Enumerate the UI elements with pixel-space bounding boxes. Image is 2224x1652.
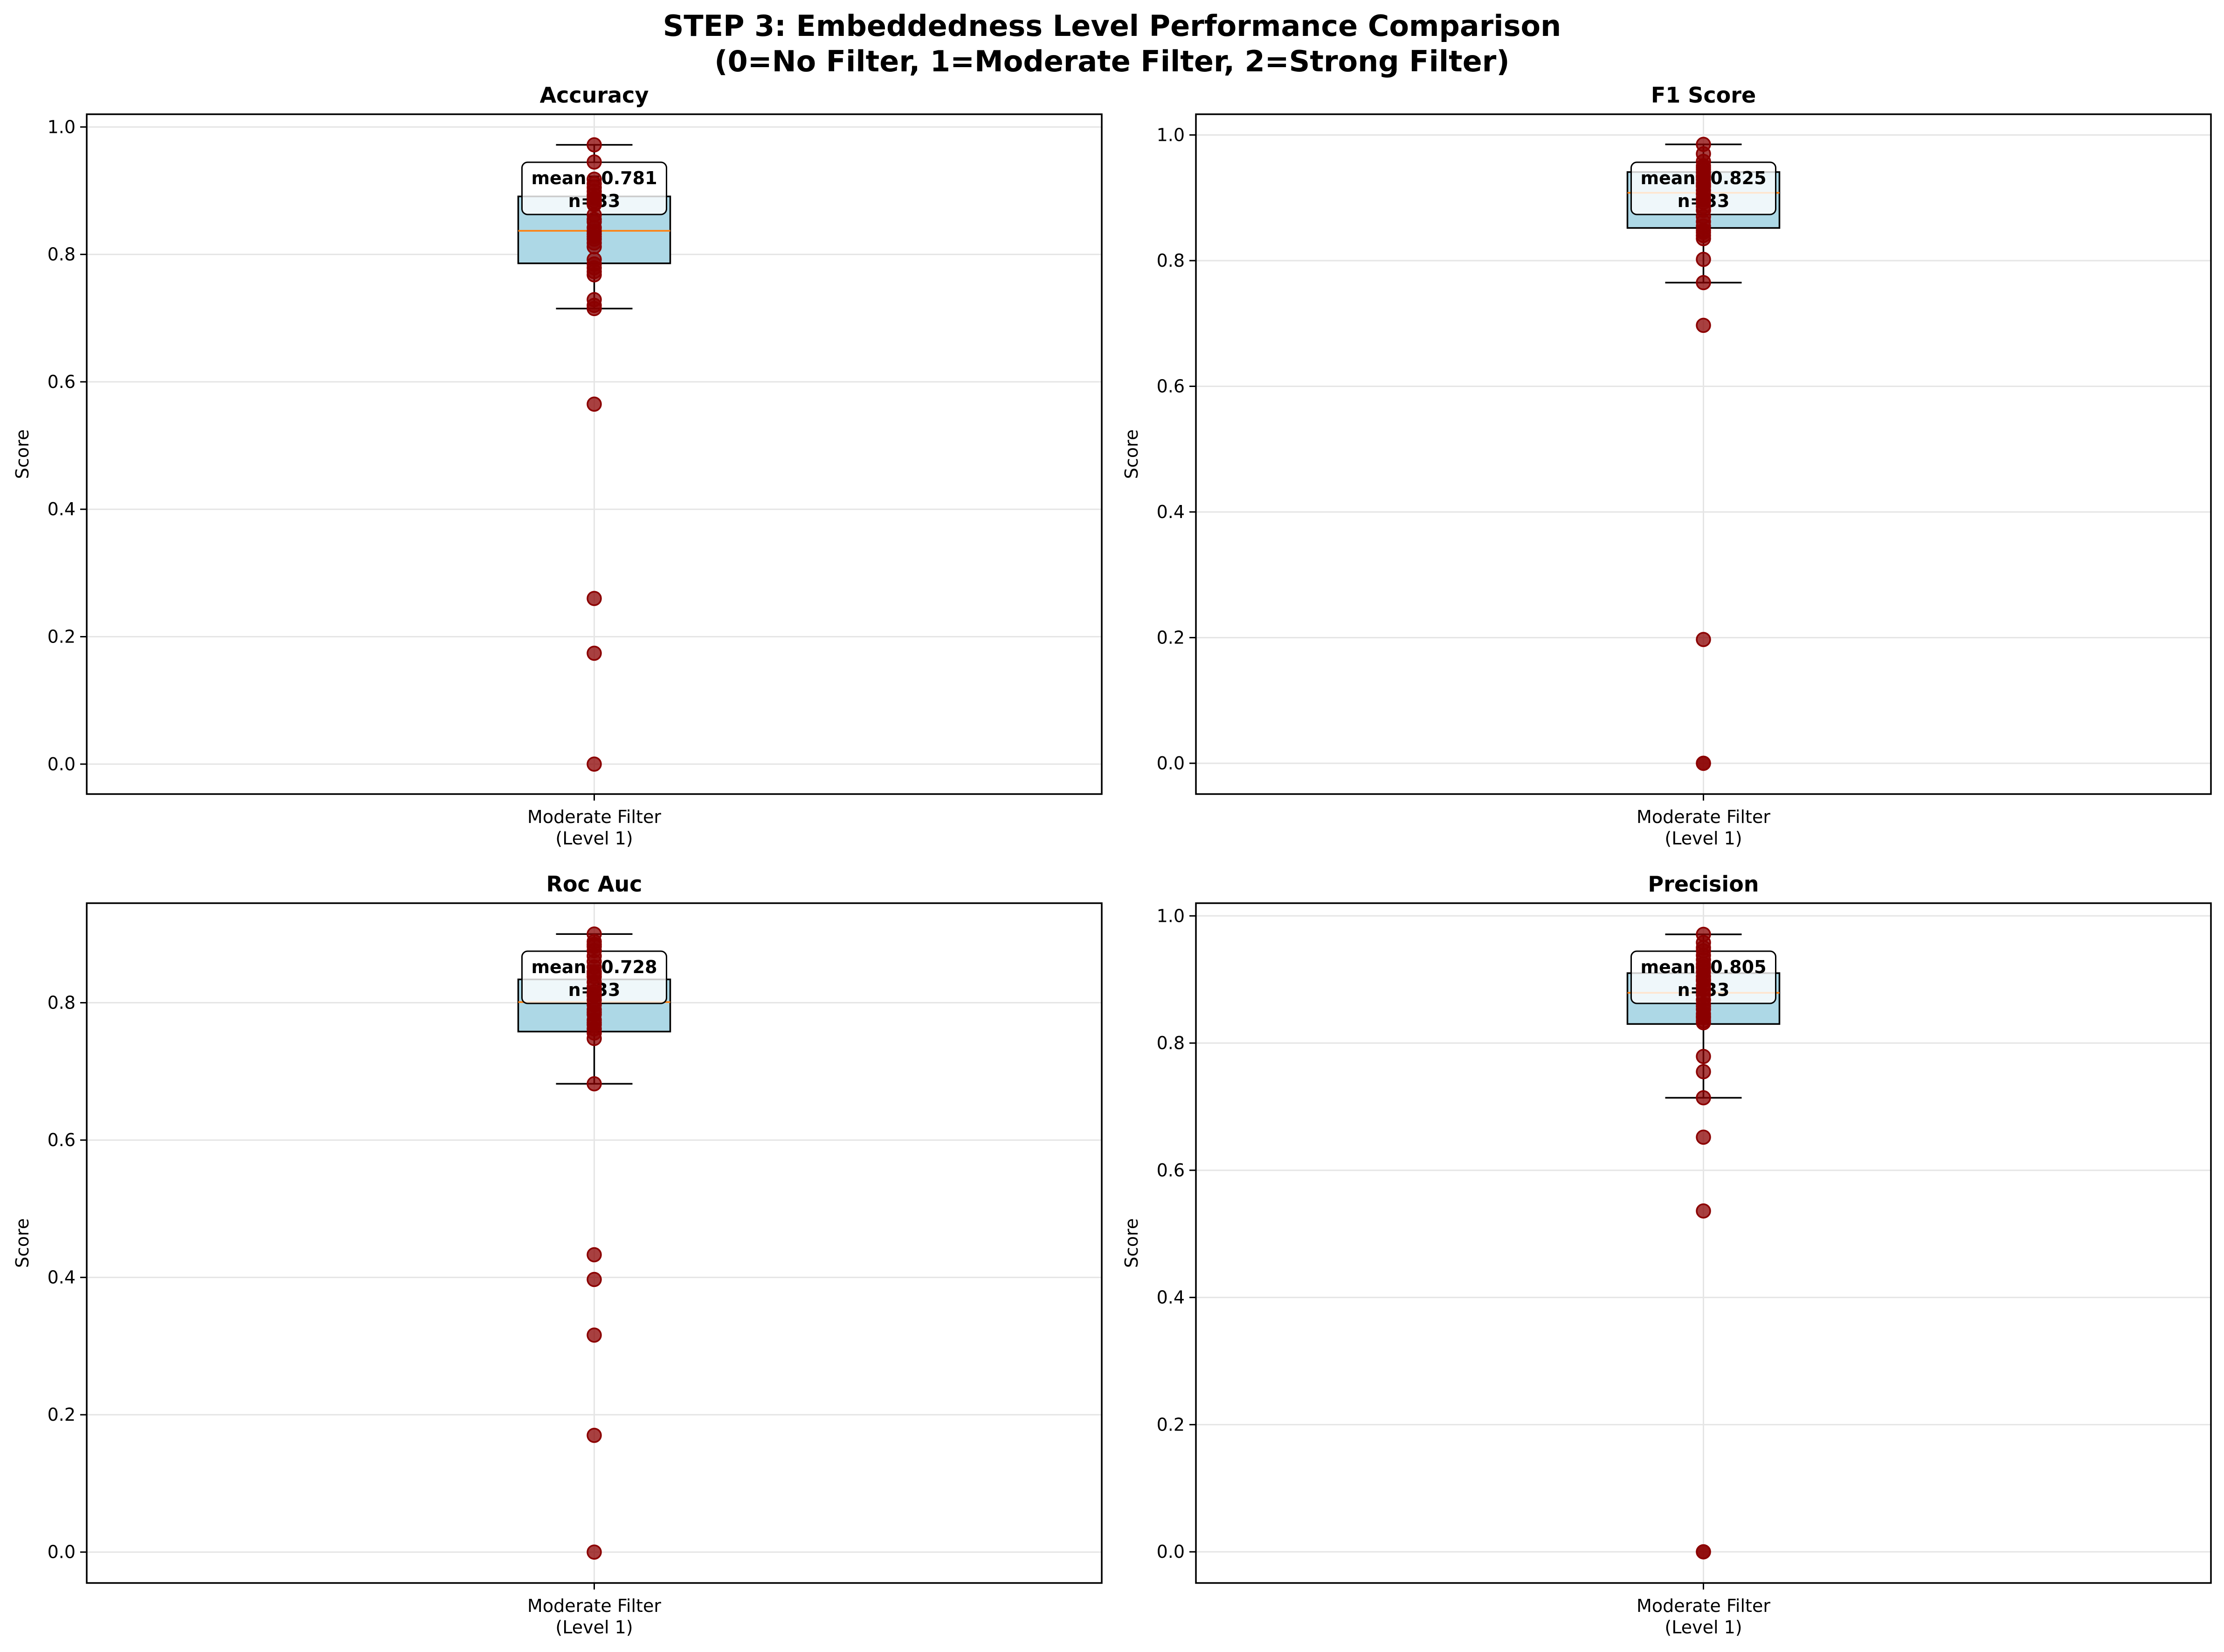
y-tick-label: 0.2 — [48, 626, 76, 647]
subplot-accuracy: mean=0.781n=330.00.20.40.60.81.0Moderate… — [12, 83, 1103, 849]
data-point — [587, 1428, 602, 1443]
x-tick-label: Moderate Filter — [527, 1596, 661, 1616]
y-tick-label: 0.2 — [48, 1404, 76, 1425]
y-tick-label: 0.0 — [48, 754, 76, 774]
data-point — [587, 267, 602, 283]
data-point — [1696, 755, 1711, 771]
x-tick-label: (Level 1) — [555, 1617, 633, 1638]
data-point — [587, 937, 602, 952]
y-tick-label: 0.0 — [1157, 1541, 1185, 1562]
data-point — [1696, 178, 1711, 193]
y-tick-label: 0.0 — [1157, 753, 1185, 774]
x-tick-label: (Level 1) — [555, 828, 633, 849]
data-point — [587, 1544, 602, 1560]
y-tick-label: 0.8 — [48, 993, 76, 1013]
data-point — [587, 396, 602, 412]
data-point — [1696, 959, 1711, 975]
y-tick-label: 0.2 — [1157, 1414, 1185, 1435]
y-tick-label: 0.6 — [1157, 376, 1185, 396]
y-tick-label: 0.0 — [48, 1542, 76, 1562]
data-point — [1696, 940, 1711, 955]
subplot-title: Precision — [1648, 871, 1759, 897]
data-point — [587, 207, 602, 223]
data-point — [587, 987, 602, 1002]
y-axis-label: Score — [1121, 429, 1142, 479]
data-point — [587, 591, 602, 606]
data-point — [587, 1327, 602, 1343]
y-tick-label: 1.0 — [1157, 905, 1185, 926]
data-point — [1696, 252, 1711, 267]
y-axis-label: Score — [12, 1218, 33, 1268]
y-tick-label: 0.4 — [1157, 1287, 1185, 1308]
data-point — [1696, 1049, 1711, 1064]
y-tick-label: 0.4 — [48, 1267, 76, 1288]
y-tick-label: 1.0 — [48, 117, 76, 137]
y-tick-label: 0.8 — [1157, 1033, 1185, 1053]
data-point — [1696, 225, 1711, 240]
data-point — [1696, 981, 1711, 996]
subplot-f1-score: mean=0.825n=330.00.20.40.60.81.0Moderate… — [1121, 83, 2212, 849]
x-tick-label: (Level 1) — [1665, 828, 1742, 849]
y-tick-label: 0.4 — [48, 499, 76, 519]
y-tick-label: 1.0 — [1157, 124, 1185, 145]
data-point — [587, 966, 602, 982]
data-point — [1696, 1090, 1711, 1106]
data-point — [1696, 1129, 1711, 1145]
data-point — [587, 137, 602, 152]
data-point — [1696, 632, 1711, 647]
data-point — [587, 1015, 602, 1030]
x-tick-label: Moderate Filter — [1637, 1596, 1770, 1616]
y-tick-label: 0.6 — [48, 372, 76, 392]
y-tick-label: 0.6 — [48, 1130, 76, 1150]
data-point — [1696, 318, 1711, 333]
data-point — [1696, 1203, 1711, 1219]
data-point — [587, 154, 602, 170]
subplot-title: Roc Auc — [546, 871, 642, 897]
data-point — [587, 301, 602, 317]
y-tick-label: 0.8 — [1157, 250, 1185, 271]
data-point — [587, 239, 602, 255]
data-point — [587, 1076, 602, 1092]
x-tick-label: Moderate Filter — [527, 807, 661, 827]
x-tick-label: Moderate Filter — [1637, 807, 1770, 827]
data-point — [587, 1030, 602, 1046]
data-point — [587, 1272, 602, 1287]
y-tick-label: 0.2 — [1157, 627, 1185, 648]
figure-title-line-2: (0=No Filter, 1=Moderate Filter, 2=Stron… — [714, 44, 1510, 78]
data-point — [587, 645, 602, 661]
data-point — [587, 1247, 602, 1263]
subplot-title: Accuracy — [540, 83, 649, 108]
data-point — [1696, 1544, 1711, 1560]
data-point — [1696, 1064, 1711, 1079]
y-axis-label: Score — [12, 429, 33, 479]
subplot-title: F1 Score — [1651, 83, 1756, 108]
y-tick-label: 0.8 — [48, 244, 76, 265]
figure-title: STEP 3: Embeddedness Level Performance C… — [0, 8, 2224, 79]
y-tick-label: 0.4 — [1157, 502, 1185, 522]
data-point — [587, 756, 602, 772]
subplot-precision: mean=0.805n=330.00.20.40.60.81.0Moderate… — [1121, 871, 2212, 1638]
x-tick-label: (Level 1) — [1665, 1617, 1742, 1638]
data-point — [1696, 1009, 1711, 1024]
figure-title-line-1: STEP 3: Embeddedness Level Performance C… — [663, 9, 1561, 43]
data-point — [1696, 275, 1711, 290]
y-tick-label: 0.6 — [1157, 1160, 1185, 1181]
y-axis-label: Score — [1121, 1218, 1142, 1268]
